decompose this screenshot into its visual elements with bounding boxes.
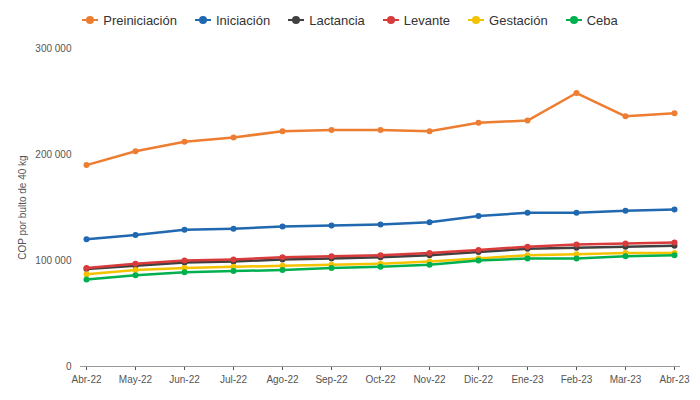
- html-text:Lactancia: Lactancia: [309, 12, 365, 28]
- svg-text:Jul-22: Jul-22: [220, 374, 248, 385]
- svg-text:0: 0: [66, 361, 72, 372]
- html-text:Levante: Levante: [403, 12, 451, 28]
- svg-text:Oct-22: Oct-22: [365, 374, 395, 385]
- svg-text:Jun-22: Jun-22: [169, 374, 200, 385]
- svg-text:Ago-22: Ago-22: [266, 374, 299, 385]
- svg-text:300 000: 300 000: [35, 43, 72, 54]
- html-text:Gestación: Gestación: [489, 12, 548, 28]
- svg-text:Feb-23: Feb-23: [561, 374, 593, 385]
- svg-text:Mar-23: Mar-23: [610, 374, 642, 385]
- svg-text:100 000: 100 000: [35, 255, 72, 266]
- svg-text:Sep-22: Sep-22: [315, 374, 348, 385]
- svg-text:COP por bulto de 40 kg: COP por bulto de 40 kg: [17, 155, 28, 259]
- svg-text:200 000: 200 000: [35, 149, 72, 160]
- svg-text:Ene-23: Ene-23: [511, 374, 544, 385]
- svg-text:Dic-22: Dic-22: [464, 374, 493, 385]
- html-text:Preiniciación: Preiniciación: [103, 12, 177, 28]
- svg-text:Nov-22: Nov-22: [413, 374, 446, 385]
- html-text:Ceba: Ceba: [586, 12, 618, 28]
- svg-text:May-22: May-22: [119, 374, 153, 385]
- svg-text:Abr-22: Abr-22: [71, 374, 101, 385]
- html-text:Iniciación: Iniciación: [216, 12, 271, 28]
- svg-text:Abr-23: Abr-23: [659, 374, 689, 385]
